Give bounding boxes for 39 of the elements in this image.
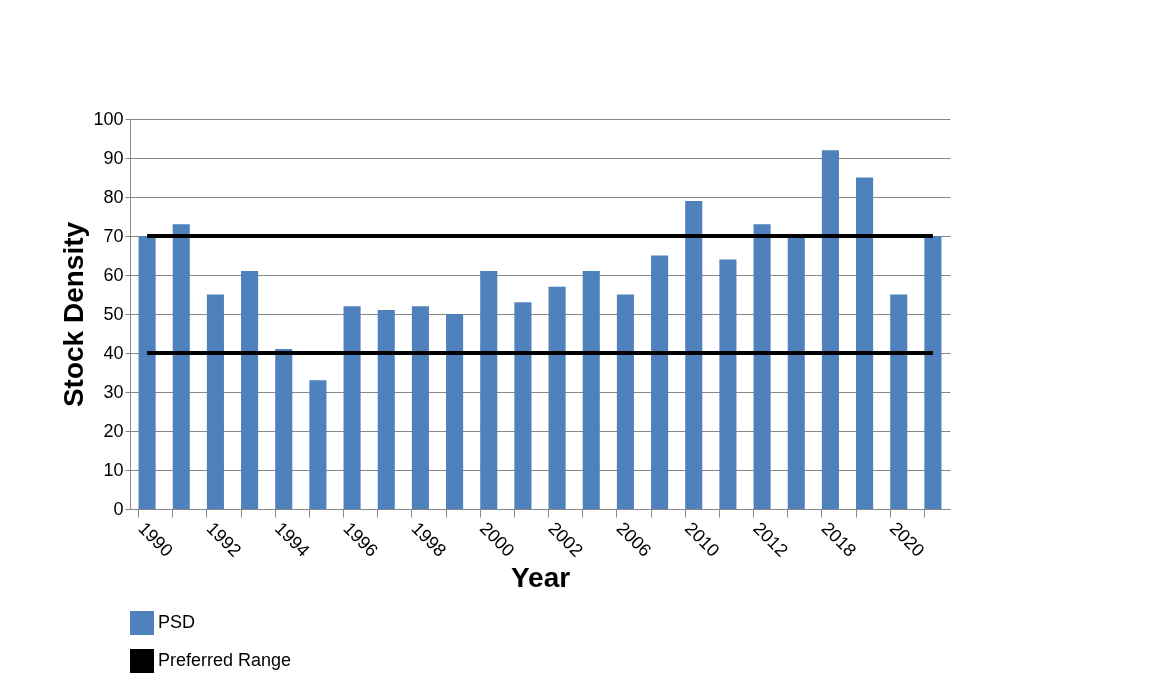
bar [924, 236, 942, 509]
bar [856, 177, 874, 509]
bar [446, 314, 464, 509]
y-tick-label: 10 [103, 459, 124, 480]
bar [275, 349, 293, 509]
bar [377, 310, 395, 509]
bar [719, 259, 737, 509]
bar [616, 294, 634, 509]
legend-label: PSD [158, 612, 196, 632]
bar [821, 150, 839, 509]
bar [309, 380, 327, 509]
y-tick-label: 80 [103, 186, 124, 207]
bar [890, 294, 908, 509]
bar [753, 224, 771, 509]
y-tick-label: 0 [113, 498, 124, 519]
bar [241, 271, 259, 509]
y-axis-title: Stock Density [58, 221, 90, 408]
legend-label: Preferred Range [158, 650, 292, 670]
bar [480, 271, 498, 509]
bar [172, 224, 190, 509]
bar [651, 255, 669, 509]
bar [787, 236, 805, 509]
x-axis-title: Year [510, 561, 571, 593]
y-tick-label: 20 [103, 420, 124, 441]
bar [582, 271, 600, 509]
bar [206, 294, 224, 509]
bar [548, 286, 566, 509]
y-tick-label: 50 [103, 303, 124, 324]
y-tick-label: 40 [103, 342, 124, 363]
y-tick-label: 90 [103, 147, 124, 168]
y-tick-label: 70 [103, 225, 124, 246]
bar [411, 306, 429, 509]
y-tick-label: 100 [93, 108, 124, 129]
bar [138, 236, 156, 509]
bar [685, 200, 703, 509]
bar [343, 306, 361, 509]
bar [514, 302, 532, 509]
y-tick-label: 30 [103, 381, 124, 402]
y-tick-label: 60 [103, 264, 124, 285]
